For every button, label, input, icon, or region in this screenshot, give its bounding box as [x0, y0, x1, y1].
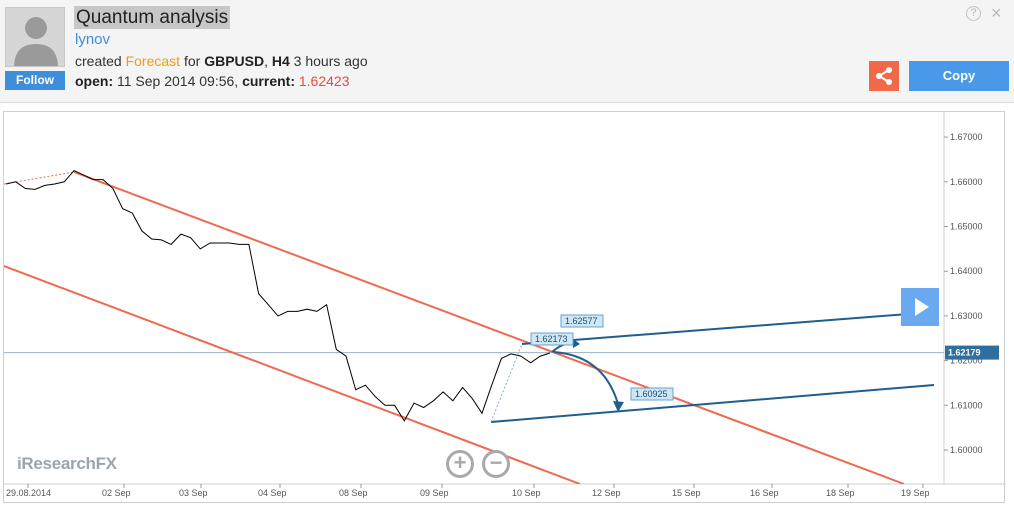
for-word: for — [183, 53, 201, 69]
current-label: current: — [242, 73, 295, 89]
x-tick-label: 19 Sep — [901, 488, 930, 498]
y-tick-label: 1.63000 — [950, 311, 983, 321]
forecast-label-box — [560, 314, 604, 328]
forecast-label: 1.62173 — [535, 334, 568, 344]
created-prefix: created — [75, 53, 122, 69]
author-link[interactable]: lynov — [75, 31, 111, 48]
x-tick-label: 16 Sep — [750, 488, 779, 498]
share-icon — [876, 67, 892, 85]
time-ago: 3 hours ago — [293, 53, 368, 69]
projection-lower-line — [490, 384, 935, 423]
forecast-up-arrowhead — [572, 338, 580, 348]
follow-button[interactable]: Follow — [5, 71, 65, 90]
projection-connector — [490, 343, 523, 423]
y-tick-label: 1.64000 — [950, 266, 983, 276]
current-price-label: 1.62179 — [948, 348, 981, 358]
x-tick-label: 03 Sep — [179, 488, 208, 498]
header: Follow Quantum analysis lynov created Fo… — [0, 0, 1014, 103]
x-tick-label: 29.08.2014 — [6, 488, 51, 498]
open-label: open: — [75, 73, 114, 89]
forecast-label: 1.60925 — [635, 389, 668, 399]
y-tick-label: 1.62000 — [950, 356, 983, 366]
timeframe-label: H4 — [271, 53, 290, 69]
y-tick-label: 1.66000 — [950, 177, 983, 187]
x-tick-label: 08 Sep — [339, 488, 368, 498]
forecast-label-box — [630, 387, 674, 401]
page-title: Quantum analysis — [74, 6, 231, 29]
forecast-down-arrowhead — [613, 401, 624, 412]
forecast-chart: 1.67000 1.66000 1.65000 1.64000 1.63000 1.620… — [4, 112, 1006, 498]
close-icon[interactable]: × — [991, 3, 1002, 23]
x-tick-label: 12 Sep — [592, 488, 621, 498]
y-tick-label: 1.61000 — [950, 400, 983, 410]
zoom-out-icon[interactable]: − — [482, 450, 510, 478]
channel-upper-line — [73, 171, 905, 484]
chart-panel[interactable]: 1.67000 1.66000 1.65000 1.64000 1.63000 1.620… — [3, 111, 1006, 503]
x-tick-label: 18 Sep — [826, 488, 855, 498]
x-tick-label: 15 Sep — [672, 488, 701, 498]
zoom-in-icon[interactable]: + — [446, 450, 474, 478]
avatar-icon[interactable] — [5, 7, 65, 67]
created-line: created Forecast for GBPUSD, H4 3 hours … — [75, 53, 368, 69]
symbol-label: GBPUSD — [204, 53, 265, 69]
y-tick-label: 1.67000 — [950, 132, 983, 142]
forecast-label-box — [530, 332, 574, 346]
y-tick-label: 1.60000 — [950, 445, 983, 455]
forecast-link[interactable]: Forecast — [125, 53, 181, 69]
play-icon — [915, 298, 929, 316]
play-button[interactable] — [901, 288, 939, 326]
share-button[interactable] — [869, 61, 899, 91]
x-tick-label: 04 Sep — [258, 488, 287, 498]
current-price-badge — [945, 345, 999, 360]
help-icon[interactable]: ? — [966, 6, 981, 21]
projection-upper-line — [521, 311, 935, 345]
price-line — [5, 169, 551, 422]
forecast-label: 1.62577 — [565, 316, 598, 326]
copy-button[interactable]: Copy — [909, 61, 1009, 91]
y-tick-label: 1.65000 — [950, 222, 983, 232]
x-tick-label: 10 Sep — [512, 488, 541, 498]
x-tick-label: 09 Sep — [420, 488, 449, 498]
forecast-down-arrow — [553, 351, 619, 405]
channel-lower-line — [4, 265, 581, 484]
current-value: 1.62423 — [298, 73, 350, 89]
open-value: 11 Sep 2014 09:56, — [117, 73, 239, 89]
brand-watermark: iResearchFX — [17, 454, 117, 473]
open-line: open: 11 Sep 2014 09:56, current: 1.6242… — [75, 73, 349, 89]
x-tick-label: 02 Sep — [102, 488, 131, 498]
